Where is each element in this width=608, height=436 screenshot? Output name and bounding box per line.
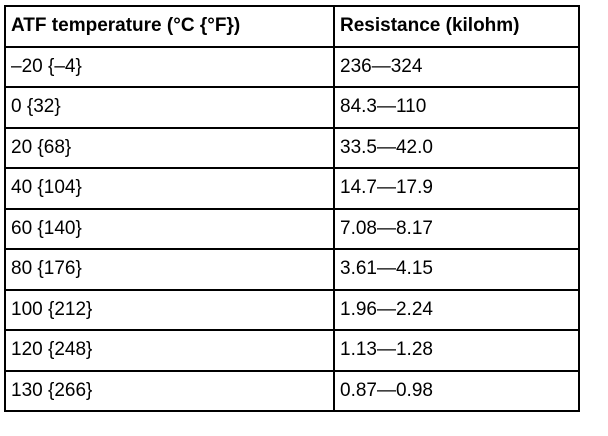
table-row: 20 {68} 33.5—42.0 (4, 126, 580, 169)
table-cell: 120 {248} (4, 329, 335, 372)
table-cell: 84.3—110 (333, 86, 580, 129)
table-cell: 14.7—17.9 (333, 167, 580, 210)
table-row: 0 {32} 84.3—110 (4, 86, 580, 129)
table-cell: 33.5—42.0 (333, 126, 580, 169)
table-cell: 60 {140} (4, 207, 335, 250)
table-head: ATF temperature (°C {°F}) Resistance (ki… (4, 5, 580, 48)
table-row: 80 {176} 3.61—4.15 (4, 248, 580, 291)
header-row: ATF temperature (°C {°F}) Resistance (ki… (4, 5, 580, 48)
table-row: –20 {–4} 236—324 (4, 45, 580, 88)
table-row: 130 {266} 0.87—0.98 (4, 369, 580, 412)
table-cell: 100 {212} (4, 288, 335, 331)
table-cell: –20 {–4} (4, 45, 335, 88)
table-cell: 0.87—0.98 (333, 369, 580, 412)
table-cell: 0 {32} (4, 86, 335, 129)
header-cell: ATF temperature (°C {°F}) (4, 5, 335, 48)
table-cell: 7.08—8.17 (333, 207, 580, 250)
table-row: 100 {212} 1.96—2.24 (4, 288, 580, 331)
table-cell: 236—324 (333, 45, 580, 88)
table-body: –20 {–4} 236—324 0 {32} 84.3—110 20 {68} 33.5… (4, 45, 580, 412)
table-cell: 20 {68} (4, 126, 335, 169)
spec-table: ATF temperature (°C {°F}) Resistance (ki… (4, 5, 580, 412)
table-cell: 1.13—1.28 (333, 329, 580, 372)
header-cell: Resistance (kilohm) (333, 5, 580, 48)
table-cell: 1.96—2.24 (333, 288, 580, 331)
table-cell: 3.61—4.15 (333, 248, 580, 291)
table-cell: 130 {266} (4, 369, 335, 412)
table-cell: 80 {176} (4, 248, 335, 291)
table-row: 40 {104} 14.7—17.9 (4, 167, 580, 210)
table-row: 120 {248} 1.13—1.28 (4, 329, 580, 372)
table-cell: 40 {104} (4, 167, 335, 210)
table-row: 60 {140} 7.08—8.17 (4, 207, 580, 250)
